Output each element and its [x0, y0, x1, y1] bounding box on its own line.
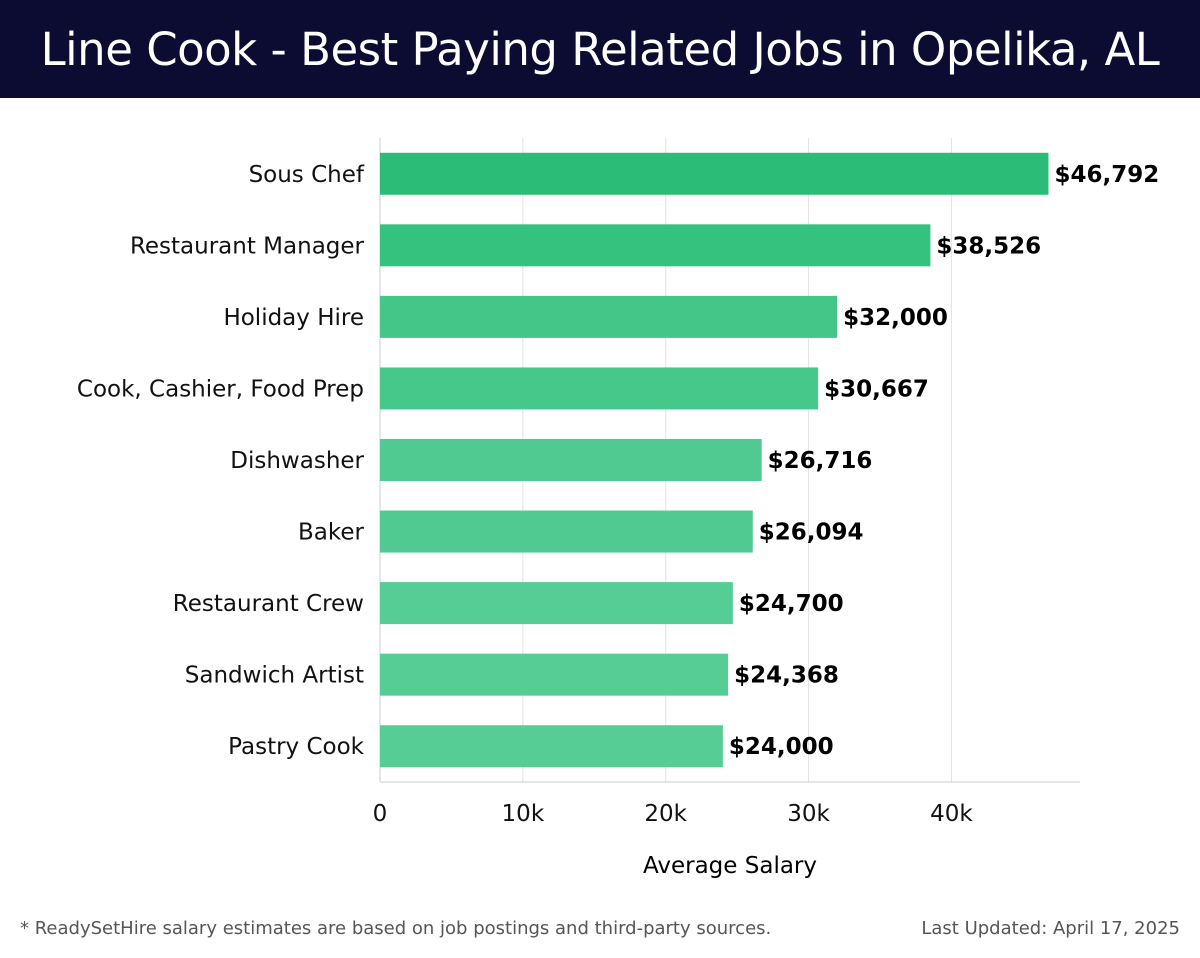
category-label: Holiday Hire — [223, 305, 364, 331]
bar — [380, 582, 733, 625]
category-label: Baker — [298, 520, 365, 546]
category-labels: Sous Chef Restaurant Manager Holiday Hire C… — [77, 162, 365, 760]
value-label: $24,000 — [729, 734, 834, 760]
value-labels: $46,792 $38,526 $32,000 $30,667 $26,716 $26,0… — [729, 162, 1159, 760]
bar — [380, 653, 729, 696]
category-label: Cook, Cashier, Food Prep — [77, 376, 364, 402]
value-label: $38,526 — [936, 233, 1041, 259]
chart-title: Line Cook - Best Paying Related Jobs in … — [40, 22, 1160, 76]
bar — [380, 367, 819, 410]
bar-chart: Sous Chef Restaurant Manager Holiday Hire C… — [77, 138, 1159, 879]
value-label: $26,094 — [759, 520, 864, 546]
bar — [380, 152, 1049, 195]
x-tick-label: 20k — [644, 801, 687, 827]
x-tick-label: 40k — [930, 801, 973, 827]
value-label: $24,368 — [734, 663, 839, 689]
value-label: $32,000 — [843, 305, 948, 331]
last-updated: Last Updated: April 17, 2025 — [921, 918, 1180, 939]
x-tick-label: 30k — [787, 801, 830, 827]
bars — [380, 152, 1049, 768]
value-label: $46,792 — [1054, 162, 1159, 188]
category-label: Sous Chef — [249, 162, 365, 188]
category-label: Restaurant Crew — [173, 591, 364, 617]
x-tick-label: 10k — [502, 801, 545, 827]
category-label: Pastry Cook — [228, 734, 365, 760]
value-label: $26,716 — [768, 448, 873, 474]
bar — [380, 295, 838, 338]
value-label: $24,700 — [739, 591, 844, 617]
bar — [380, 439, 762, 481]
chart-header: Line Cook - Best Paying Related Jobs in … — [0, 0, 1200, 98]
bar — [380, 725, 723, 768]
bar — [380, 510, 753, 553]
category-label: Sandwich Artist — [185, 663, 364, 689]
bar — [380, 224, 931, 267]
footnote: * ReadySetHire salary estimates are base… — [20, 918, 772, 939]
x-tick-label: 0 — [373, 801, 388, 827]
category-label: Dishwasher — [230, 448, 364, 474]
value-label: $30,667 — [824, 376, 929, 402]
category-label: Restaurant Manager — [130, 233, 365, 259]
x-tick-labels: 0 10k 20k 30k 40k — [373, 801, 974, 827]
x-axis-label: Average Salary — [643, 853, 817, 879]
